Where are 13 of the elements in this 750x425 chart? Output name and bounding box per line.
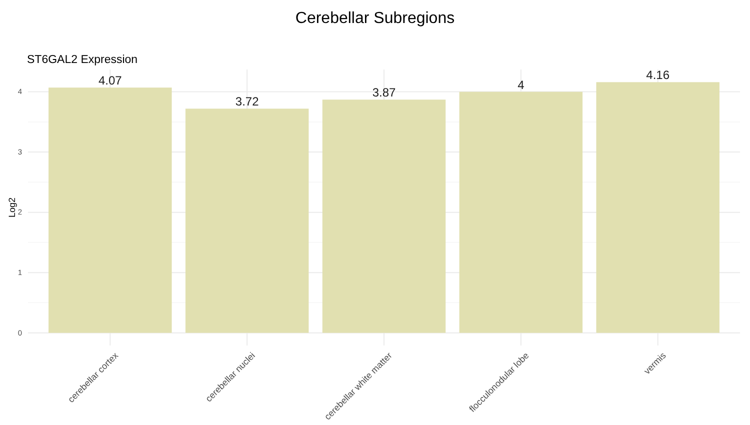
chart-subtitle: ST6GAL2 Expression (27, 54, 138, 66)
bar (48, 88, 172, 333)
chart-title: Cerebellar Subregions (295, 10, 455, 27)
data-label: 3.72 (235, 94, 260, 109)
data-label: 4.16 (646, 68, 670, 82)
data-label: 3.87 (372, 86, 396, 100)
data-label: 4.07 (98, 74, 122, 88)
bar (322, 100, 446, 333)
bar (596, 82, 720, 333)
y-axis-title: Log2 (7, 197, 17, 218)
data-label: 4 (518, 78, 525, 92)
bar (185, 108, 309, 333)
bar (459, 92, 583, 333)
